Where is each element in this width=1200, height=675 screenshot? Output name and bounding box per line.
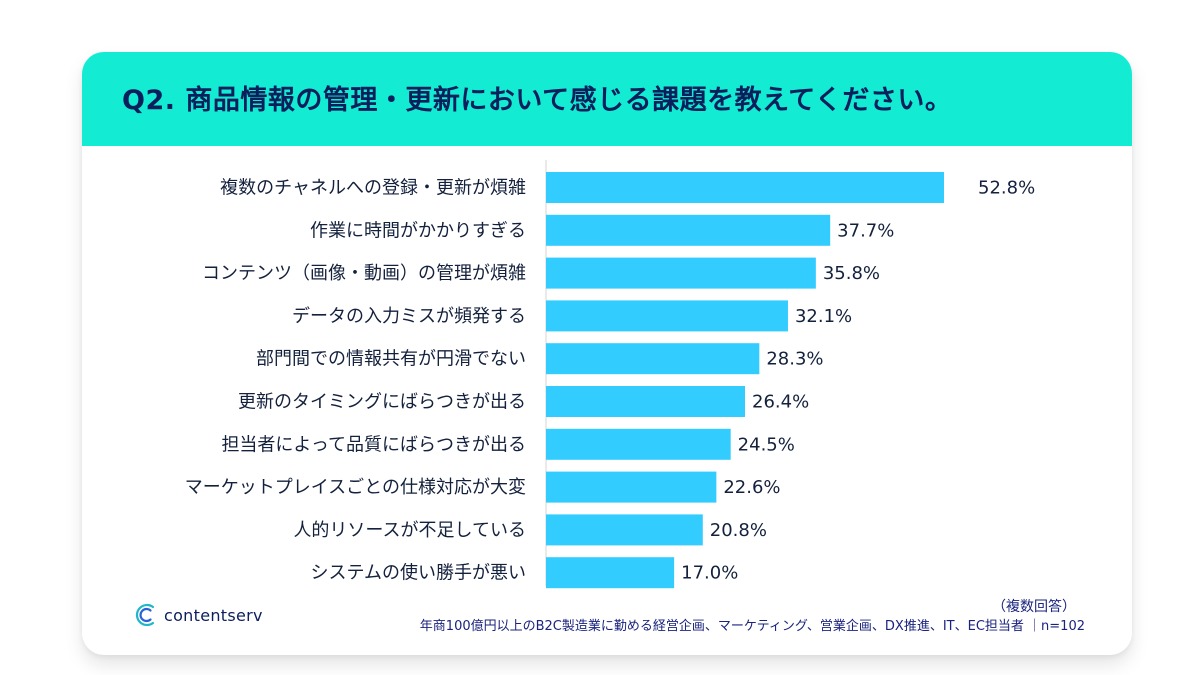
bar bbox=[546, 214, 831, 246]
value-label: 20.8% bbox=[710, 520, 767, 541]
bar bbox=[546, 557, 675, 589]
contentserv-logo-icon bbox=[135, 603, 155, 627]
category-label: マーケットプレイスごとの仕様対応が大変 bbox=[185, 477, 526, 498]
logo-text: contentserv bbox=[164, 605, 263, 625]
category-label: 担当者によって品質にばらつきが出る bbox=[221, 434, 526, 455]
bar bbox=[546, 300, 788, 332]
value-label: 32.1% bbox=[795, 306, 852, 327]
bar bbox=[546, 172, 944, 203]
bar bbox=[546, 343, 760, 375]
value-label: 22.6% bbox=[723, 477, 780, 498]
category-label: 作業に時間がかかりすぎる bbox=[310, 220, 526, 241]
category-label: 部門間での情報共有が円滑でない bbox=[256, 349, 526, 370]
category-label: 人的リソースが不足している bbox=[293, 520, 526, 541]
chart-card: Q2. 商品情報の管理・更新において感じる課題を教えてください。 複数のチャネル… bbox=[82, 52, 1132, 655]
title-banner: Q2. 商品情報の管理・更新において感じる課題を教えてください。 bbox=[82, 52, 1132, 146]
category-label: コンテンツ（画像・動画）の管理が煩雑 bbox=[202, 263, 526, 284]
contentserv-logo: contentserv bbox=[134, 602, 263, 628]
value-label: 17.0% bbox=[681, 563, 738, 584]
category-label: 複数のチャネルへの登録・更新が煩雑 bbox=[220, 178, 526, 199]
value-label: 26.4% bbox=[752, 392, 809, 413]
bar bbox=[546, 428, 731, 460]
bar-chart: 複数のチャネルへの登録・更新が煩雑 52.8% 作業に時間がかかりすぎる 37.7% コ… bbox=[185, 160, 1035, 589]
value-label: 37.7% bbox=[837, 220, 894, 241]
sample-note: 年商100億円以上のB2C製造業に勤める経営企画、マーケティング、営業企画、DX… bbox=[419, 619, 1085, 634]
bar bbox=[546, 471, 717, 503]
bar bbox=[546, 514, 703, 546]
value-label: 52.8% bbox=[978, 178, 1035, 199]
chart-title: Q2. 商品情報の管理・更新において感じる課題を教えてください。 bbox=[122, 85, 953, 116]
category-label: 更新のタイミングにばらつきが出る bbox=[238, 392, 526, 413]
bar bbox=[546, 257, 816, 289]
value-label: 28.3% bbox=[766, 349, 823, 370]
value-label: 35.8% bbox=[823, 263, 880, 284]
category-label: システムの使い勝手が悪い bbox=[311, 563, 526, 584]
bar bbox=[546, 386, 745, 417]
category-label: データの入力ミスが頻発する bbox=[292, 306, 526, 327]
value-label: 24.5% bbox=[738, 434, 795, 455]
multiple-answer-note: （複数回答） bbox=[992, 599, 1076, 615]
